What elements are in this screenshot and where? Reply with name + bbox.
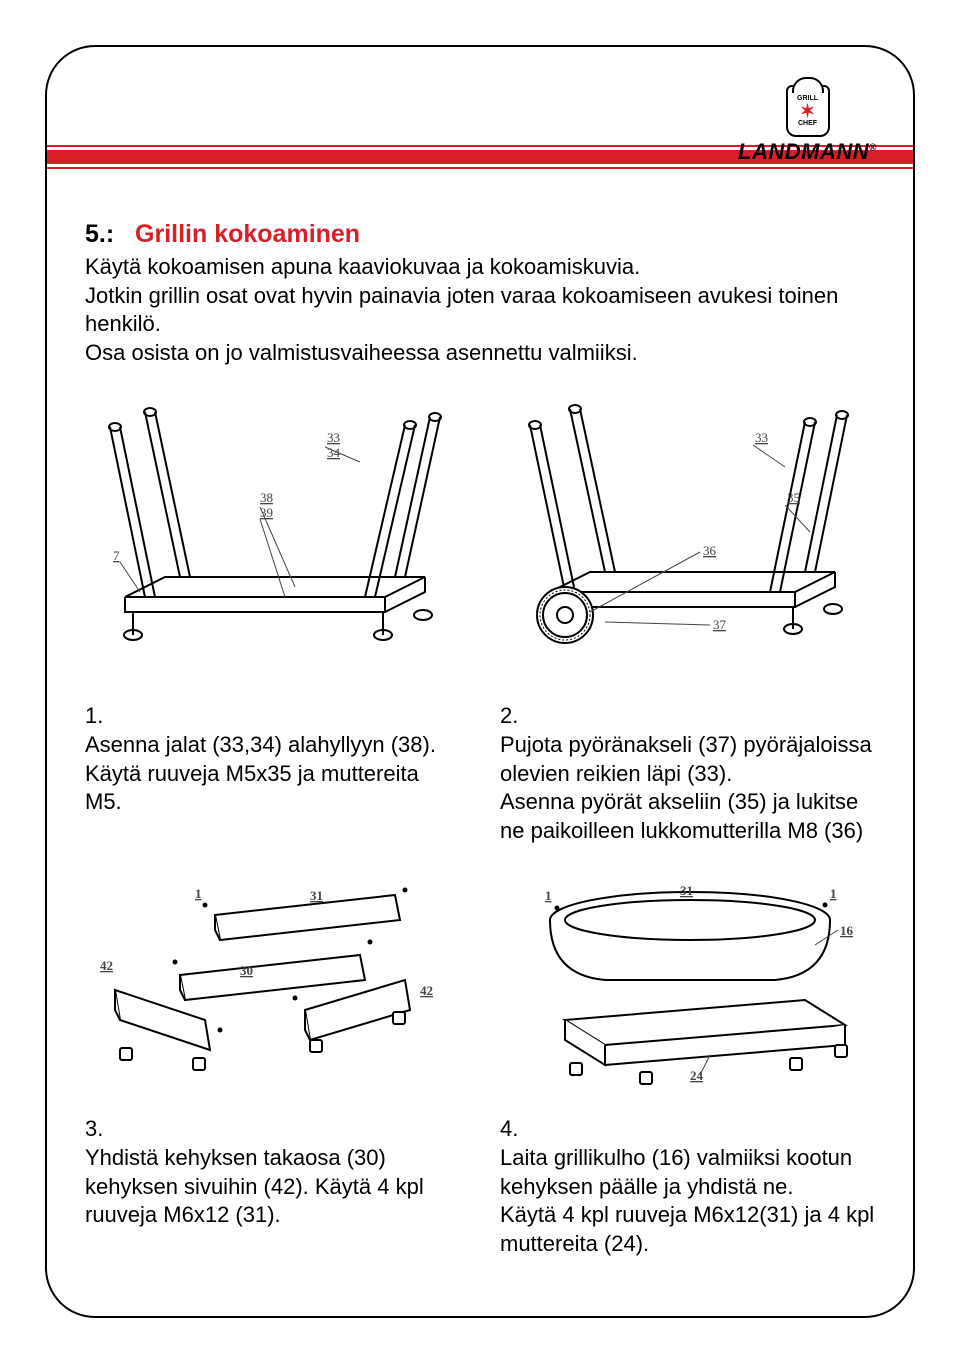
step-2-text: Pujota pyöränakseli (37) pyöräjaloissa o…: [500, 732, 872, 843]
label-31: 31: [310, 888, 323, 903]
step-2-num: 2.: [500, 703, 518, 728]
step-4: 4. Laita grillikulho (16) valmiiksi koot…: [500, 1115, 875, 1258]
section-number: 5.:: [85, 220, 114, 248]
label-24: 24: [690, 1068, 704, 1083]
section-title: 5.: Grillin kokoaminen: [85, 220, 875, 249]
diagram-1: 33 34 38 39 7: [85, 397, 465, 682]
page: GRILL ✶ CHEF LANDMANN® 5.: Grillin kokoa…: [0, 0, 960, 1363]
label-36: 36: [703, 543, 717, 558]
diagrams-row-2: 1 31 42 30 42: [85, 880, 875, 1095]
label-42b: 42: [420, 983, 433, 998]
label-31b: 31: [680, 883, 693, 898]
brand-logo: GRILL ✶ CHEF LANDMANN®: [730, 85, 885, 165]
label-39: 39: [260, 505, 273, 520]
label-1: 1: [195, 886, 202, 901]
label-37: 37: [713, 617, 727, 632]
label-1c: 1: [830, 886, 837, 901]
diagrams-row-1: 33 34 38 39 7: [85, 397, 875, 682]
content: 5.: Grillin kokoaminen Käytä kokoamisen …: [85, 220, 875, 1258]
label-7: 7: [113, 548, 120, 563]
label-33b: 33: [755, 430, 768, 445]
step-1-num: 1.: [85, 703, 103, 728]
label-30: 30: [240, 963, 253, 978]
diagram-4: 1 31 1 16 24: [495, 880, 875, 1095]
label-42: 42: [100, 958, 113, 973]
label-34: 34: [327, 445, 341, 460]
step-4-num: 4.: [500, 1116, 518, 1141]
diagram-3: 1 31 42 30 42: [85, 880, 465, 1095]
label-35: 35: [787, 490, 800, 505]
step-1: 1. Asenna jalat (33,34) alahyllyyn (38).…: [85, 702, 460, 845]
diagram-2: 33 35 36 37: [495, 397, 875, 682]
grill-chef-badge: GRILL ✶ CHEF: [786, 85, 830, 137]
label-1b: 1: [545, 888, 552, 903]
step-2: 2. Pujota pyöränakseli (37) pyöräjaloiss…: [500, 702, 875, 845]
label-33: 33: [327, 430, 340, 445]
maple-leaf-icon: ✶: [800, 102, 815, 120]
section-heading: Grillin kokoaminen: [135, 220, 360, 248]
section-intro: Käytä kokoamisen apuna kaaviokuvaa ja ko…: [85, 253, 875, 367]
steps-row-2: 3. Yhdistä kehyksen takaosa (30) kehykse…: [85, 1115, 875, 1258]
brand-name: LANDMANN®: [730, 139, 885, 165]
step-1-text: Asenna jalat (33,34) alahyllyyn (38). Kä…: [85, 732, 436, 814]
step-3-text: Yhdistä kehyksen takaosa (30) kehyksen s…: [85, 1145, 424, 1227]
badge-text-2: CHEF: [798, 120, 817, 127]
label-38: 38: [260, 490, 273, 505]
label-16: 16: [840, 923, 854, 938]
steps-row-1: 1. Asenna jalat (33,34) alahyllyyn (38).…: [85, 702, 875, 845]
step-4-text: Laita grillikulho (16) valmiiksi kootun …: [500, 1145, 874, 1256]
step-3-num: 3.: [85, 1116, 103, 1141]
step-3: 3. Yhdistä kehyksen takaosa (30) kehykse…: [85, 1115, 460, 1258]
